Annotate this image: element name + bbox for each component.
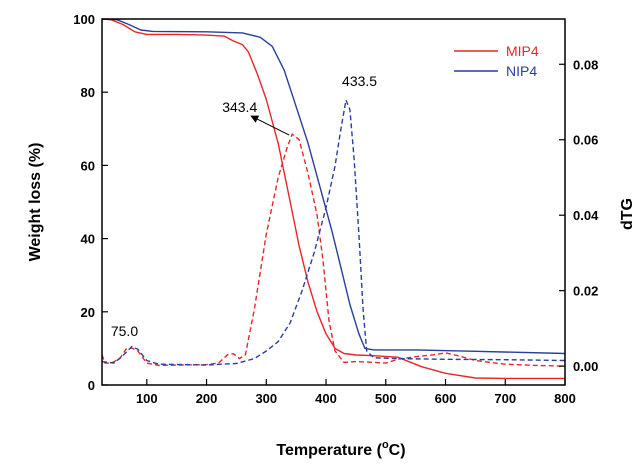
x-tick-label: 600 xyxy=(435,391,457,406)
y-tick-label: 80 xyxy=(81,85,95,100)
y-tick-label: 60 xyxy=(81,158,95,173)
x-tick-label: 400 xyxy=(315,391,337,406)
plot-frame xyxy=(101,18,566,386)
y-tick-label: 100 xyxy=(73,12,95,27)
legend-label-mip4: MIP4 xyxy=(506,43,539,59)
series-mip4-dtg-dashed xyxy=(102,133,565,367)
y2-tick-label: 0.08 xyxy=(573,57,598,72)
y-axis-label: Weight loss (%) xyxy=(27,143,44,262)
series-mip4-weight-solid xyxy=(102,19,565,380)
x-axis-label: Temperature (oC) xyxy=(276,439,405,459)
annotation-label: 75.0 xyxy=(111,323,138,339)
x-tick-label: 500 xyxy=(375,391,397,406)
x-axis-label-sup: o xyxy=(382,439,389,451)
legend: MIP4 NIP4 xyxy=(454,43,539,79)
y-tick-label: 0 xyxy=(88,378,95,393)
x-tick-label: 800 xyxy=(554,391,576,406)
series-nip4-weight-solid xyxy=(102,19,565,355)
legend-label-nip4: NIP4 xyxy=(506,63,537,79)
x-tick-label: 200 xyxy=(196,391,218,406)
x-tick-label: 700 xyxy=(494,391,516,406)
annotation-label: 433.5 xyxy=(342,73,377,89)
annotation-arrow xyxy=(250,115,290,136)
series-nip4-dtg-dashed xyxy=(102,99,565,366)
y2-tick-label: 0.00 xyxy=(573,359,598,374)
y2-axis-label: dTG xyxy=(619,198,636,230)
y-tick-label: 40 xyxy=(81,232,95,247)
y2-tick-label: 0.06 xyxy=(573,133,598,148)
x-tick-label: 300 xyxy=(255,391,277,406)
y2-tick-label: 0.04 xyxy=(573,208,599,223)
y-tick-label: 20 xyxy=(81,305,95,320)
annotation-label: 343.4 xyxy=(222,99,257,115)
x-tick-label: 100 xyxy=(136,391,158,406)
y2-tick-label: 0.02 xyxy=(573,284,598,299)
